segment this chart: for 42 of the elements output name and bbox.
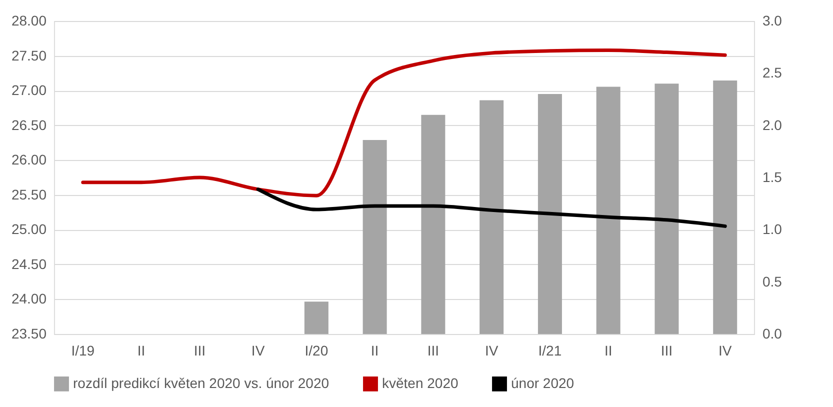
bar bbox=[304, 302, 328, 334]
bar bbox=[480, 100, 504, 334]
y-tick-label: 24.50 bbox=[11, 256, 47, 272]
y-tick-label: 25.00 bbox=[11, 221, 47, 238]
legend-label: rozdíl predikcí květen 2020 vs. únor 2020 bbox=[73, 374, 330, 391]
x-tick-label: IV bbox=[718, 342, 732, 358]
x-tick-label: III bbox=[427, 342, 440, 358]
y-tick-label: 28.00 bbox=[11, 12, 47, 28]
legend-label: únor 2020 bbox=[511, 374, 574, 391]
x-tick-label: I/19 bbox=[71, 342, 95, 358]
x-tick-label: IV bbox=[484, 342, 499, 358]
y-tick-label: 24.00 bbox=[11, 290, 47, 307]
bar bbox=[654, 84, 679, 334]
x-tick-label: I/20 bbox=[304, 342, 328, 358]
x-tick-label: II bbox=[370, 342, 379, 358]
y-tick-label: 25.50 bbox=[11, 186, 47, 202]
line-series bbox=[81, 48, 727, 198]
y2-tick-label: 1.0 bbox=[762, 221, 782, 238]
x-tick-label: III bbox=[194, 342, 206, 358]
y2-tick-label: 3.0 bbox=[762, 12, 782, 28]
y2-tick-label: 1.5 bbox=[762, 169, 782, 185]
bar bbox=[421, 114, 446, 334]
x-tick-label: II bbox=[137, 342, 146, 358]
y-tick-label: 26.50 bbox=[11, 116, 47, 133]
y-tick-label: 27.00 bbox=[11, 82, 47, 98]
y-tick-label: 26.00 bbox=[11, 152, 47, 168]
bar bbox=[538, 94, 562, 334]
y-tick-label: 23.50 bbox=[11, 326, 47, 342]
x-tick-label: III bbox=[660, 342, 673, 358]
y2-tick-label: 0.0 bbox=[762, 326, 782, 342]
y2-tick-label: 2.0 bbox=[762, 116, 782, 133]
x-tick-label: II bbox=[604, 342, 612, 358]
bar bbox=[713, 80, 738, 334]
legend-label: květen 2020 bbox=[382, 374, 458, 391]
bar bbox=[596, 86, 620, 334]
x-tick-label: I/21 bbox=[538, 342, 562, 358]
x-tick-label: IV bbox=[251, 342, 266, 358]
y2-tick-label: 0.5 bbox=[762, 273, 782, 290]
bar bbox=[362, 140, 387, 334]
line-series bbox=[256, 188, 727, 228]
y-tick-label: 27.50 bbox=[11, 47, 47, 64]
y2-tick-label: 2.5 bbox=[762, 64, 782, 81]
